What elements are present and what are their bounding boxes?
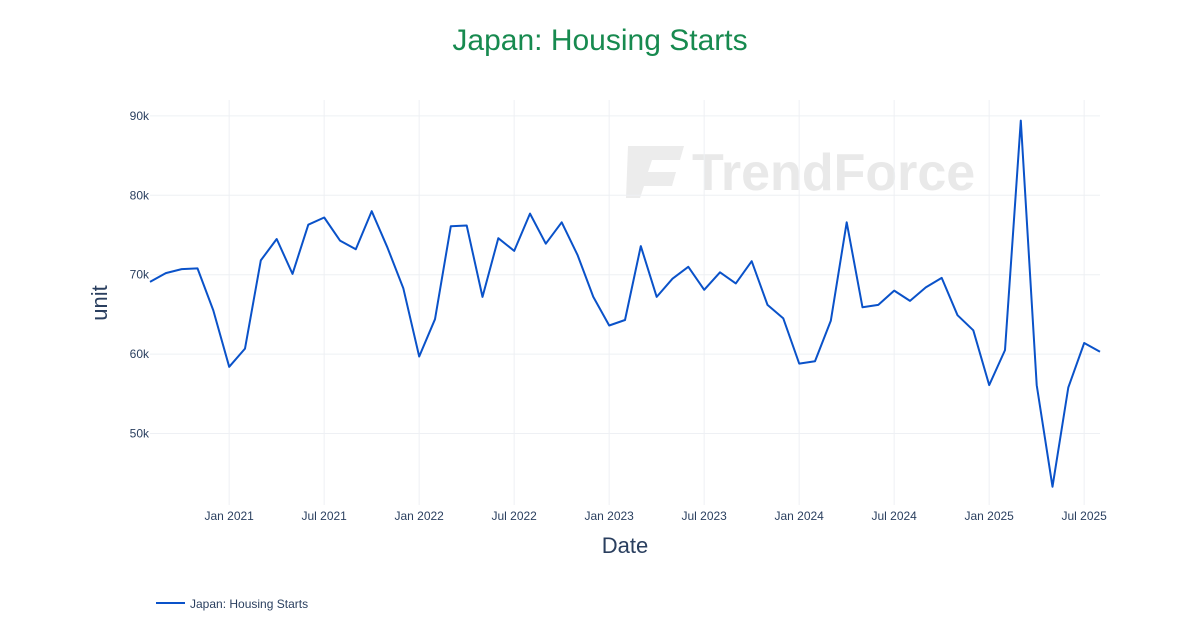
y-tick-label: 60k: [130, 347, 150, 361]
x-tick-label: Jan 2021: [204, 509, 254, 523]
trendforce-watermark: TrendForce: [626, 144, 975, 202]
legend-label: Japan: Housing Starts: [190, 597, 308, 611]
x-tick-label: Jan 2025: [964, 509, 1014, 523]
y-tick-label: 80k: [130, 188, 150, 202]
x-tick-label: Jan 2023: [584, 509, 634, 523]
series-line: [149, 119, 1101, 488]
x-tick-label: Jul 2023: [681, 509, 727, 523]
x-tick-label: Jan 2022: [394, 509, 444, 523]
trendforce-logo-icon: [626, 146, 684, 198]
y-tick-label: 90k: [130, 109, 150, 123]
y-axis-ticks: 50k 60k 70k 80k 90k: [130, 109, 150, 441]
x-tick-label: Jul 2021: [301, 509, 347, 523]
y-tick-label: 70k: [130, 268, 150, 282]
watermark-text: TrendForce: [692, 144, 975, 202]
x-tick-label: Jan 2024: [774, 509, 824, 523]
x-tick-label: Jul 2024: [871, 509, 917, 523]
x-axis-ticks: Jan 2021 Jul 2021 Jan 2022 Jul 2022 Jan 2023…: [204, 509, 1107, 523]
x-axis-title: Date: [602, 533, 648, 558]
legend[interactable]: Japan: Housing Starts: [156, 597, 308, 611]
x-tick-label: Jul 2025: [1061, 509, 1107, 523]
series-layer: [149, 119, 1101, 488]
x-tick-label: Jul 2022: [491, 509, 537, 523]
y-tick-label: 50k: [130, 427, 150, 441]
grid: [150, 100, 1100, 505]
y-axis-title: unit: [87, 285, 112, 320]
chart-title: Japan: Housing Starts: [452, 24, 747, 57]
